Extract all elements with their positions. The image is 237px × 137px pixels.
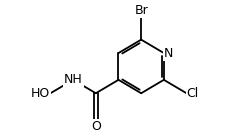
Text: N: N <box>164 47 173 60</box>
Text: O: O <box>91 120 101 133</box>
Text: Br: Br <box>134 4 148 17</box>
Text: HO: HO <box>31 87 50 100</box>
Text: Cl: Cl <box>187 87 199 100</box>
Text: NH: NH <box>64 73 82 86</box>
